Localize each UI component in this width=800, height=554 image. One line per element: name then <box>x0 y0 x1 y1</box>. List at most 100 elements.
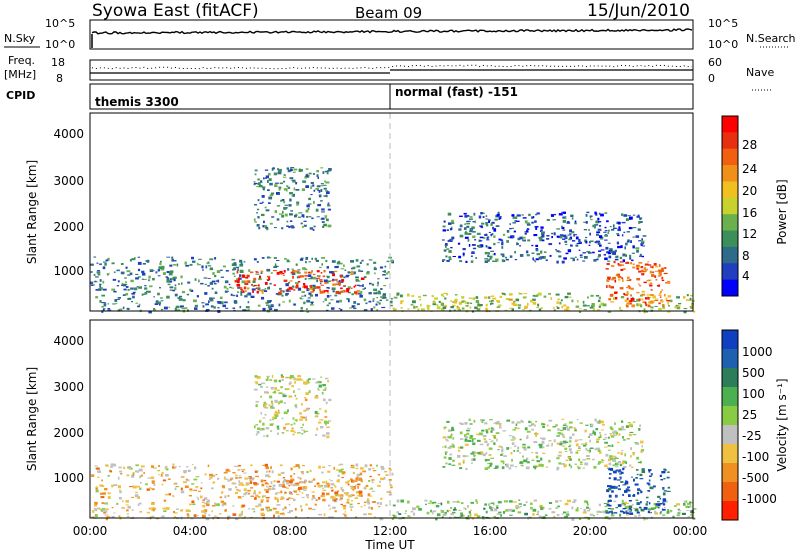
power-heatmap-cell <box>377 281 379 285</box>
power-heatmap-cell <box>102 288 107 291</box>
velocity-heatmap-cell <box>176 508 179 510</box>
power-heatmap-cell <box>304 176 308 179</box>
velocity-heatmap-cell <box>349 503 353 506</box>
velocity-heatmap-cell <box>146 511 150 514</box>
power-colorbar-swatch <box>722 116 738 133</box>
power-heatmap-cell <box>575 244 579 247</box>
velocity-heatmap-cell <box>268 404 271 406</box>
power-heatmap-cell <box>592 309 595 312</box>
power-heatmap-cell <box>499 216 502 218</box>
velocity-heatmap-cell <box>542 423 546 425</box>
velocity-heatmap-cell <box>160 473 163 477</box>
power-heatmap-cell <box>310 185 314 187</box>
velocity-heatmap-cell <box>526 435 529 438</box>
power-heatmap-cell <box>129 272 133 276</box>
velocity-heatmap-cell <box>524 427 528 431</box>
velocity-heatmap-cell <box>245 482 249 486</box>
power-heatmap-cell <box>166 256 171 258</box>
velocity-heatmap-cell <box>493 442 496 445</box>
power-heatmap-cell <box>236 266 240 268</box>
power-heatmap-cell <box>141 272 146 276</box>
velocity-heatmap-cell <box>366 500 370 504</box>
power-heatmap-cell <box>664 267 667 269</box>
velocity-heatmap-cell <box>260 479 264 483</box>
velocity-heatmap-cell <box>105 502 108 504</box>
velocity-heatmap-cell <box>384 471 388 473</box>
power-heatmap-cell <box>666 300 670 302</box>
velocity-heatmap-cell <box>407 500 410 504</box>
power-heatmap-cell <box>551 236 553 239</box>
power-heatmap-cell <box>632 227 637 229</box>
power-heatmap-cell <box>207 265 212 267</box>
power-heatmap-cell <box>296 202 299 206</box>
velocity-heatmap-cell <box>587 503 589 506</box>
power-heatmap-cell <box>616 273 620 277</box>
velocity-heatmap-cell <box>653 503 658 506</box>
power-heatmap-cell <box>194 304 198 307</box>
velocity-heatmap-cell <box>619 463 623 467</box>
velocity-heatmap-cell <box>312 497 316 499</box>
power-heatmap-cell <box>145 290 149 292</box>
power-heatmap-cell <box>591 305 595 308</box>
velocity-heatmap-cell <box>308 480 310 483</box>
power-heatmap-cell <box>472 297 475 301</box>
power-heatmap-cell <box>627 276 630 280</box>
velocity-heatmap-cell <box>515 507 518 510</box>
nsky-panel-frame <box>89 19 694 50</box>
velocity-heatmap-cell <box>126 513 129 515</box>
velocity-heatmap-cell <box>501 453 504 456</box>
velocity-heatmap-cell <box>123 466 126 469</box>
power-heatmap-cell <box>274 308 278 312</box>
velocity-heatmap-cell <box>488 447 493 450</box>
velocity-heatmap-cell <box>266 485 268 488</box>
power-heatmap-cell <box>313 225 316 228</box>
power-heatmap-cell <box>475 296 479 299</box>
power-heatmap-cell <box>326 287 329 289</box>
power-heatmap-cell <box>638 261 643 264</box>
velocity-heatmap-cell <box>641 468 645 472</box>
power-heatmap-cell <box>368 292 372 295</box>
velocity-heatmap-cell <box>618 484 620 487</box>
power-heatmap-cell <box>210 267 213 269</box>
velocity-heatmap-cell <box>269 379 273 381</box>
velocity-heatmap-cell <box>262 417 266 419</box>
power-heatmap-cell <box>472 221 476 223</box>
velocity-heatmap-cell <box>262 464 265 466</box>
velocity-heatmap-cell <box>369 464 373 467</box>
velocity-heatmap-cell <box>648 469 652 471</box>
velocity-heatmap-cell <box>468 511 471 514</box>
power-heatmap-cell <box>106 273 110 275</box>
power-heatmap-cell <box>566 306 570 309</box>
power-heatmap-cell <box>545 259 548 261</box>
velocity-heatmap-cell <box>94 504 97 507</box>
xtick-0000: 00:00 <box>73 524 108 538</box>
power-heatmap-cell <box>481 222 485 225</box>
power-heatmap-cell <box>254 173 257 176</box>
power-heatmap-cell <box>458 255 462 259</box>
velocity-heatmap-cell <box>578 447 581 449</box>
velocity-heatmap-cell <box>435 517 438 521</box>
velocity-heatmap-cell <box>491 507 494 509</box>
velocity-heatmap-cell <box>559 442 563 446</box>
power-heatmap-cell <box>561 305 564 309</box>
velocity-heatmap-cell <box>339 494 344 498</box>
power-heatmap-cell <box>281 273 285 274</box>
velocity-heatmap-cell <box>636 473 639 476</box>
velocity-heatmap-cell <box>605 453 609 457</box>
power-heatmap-cell <box>617 234 620 237</box>
power-heatmap-cell <box>113 271 116 273</box>
velocity-heatmap-cell <box>534 467 537 470</box>
velocity-heatmap-cell <box>204 502 208 505</box>
power-heatmap-cell <box>471 251 475 254</box>
velocity-heatmap-cell <box>183 481 187 484</box>
velocity-heatmap-cell <box>330 480 333 482</box>
power-heatmap-cell <box>575 305 580 308</box>
power-heatmap-cell <box>111 288 116 291</box>
power-heatmap-cell <box>279 213 283 215</box>
velocity-heatmap-cell <box>424 499 428 502</box>
power-heatmap-cell <box>319 185 324 187</box>
power-heatmap-cell <box>563 257 567 260</box>
velocity-heatmap-cell <box>321 419 324 421</box>
velocity-heatmap-cell <box>276 428 280 430</box>
velocity-heatmap-cell <box>254 470 258 473</box>
